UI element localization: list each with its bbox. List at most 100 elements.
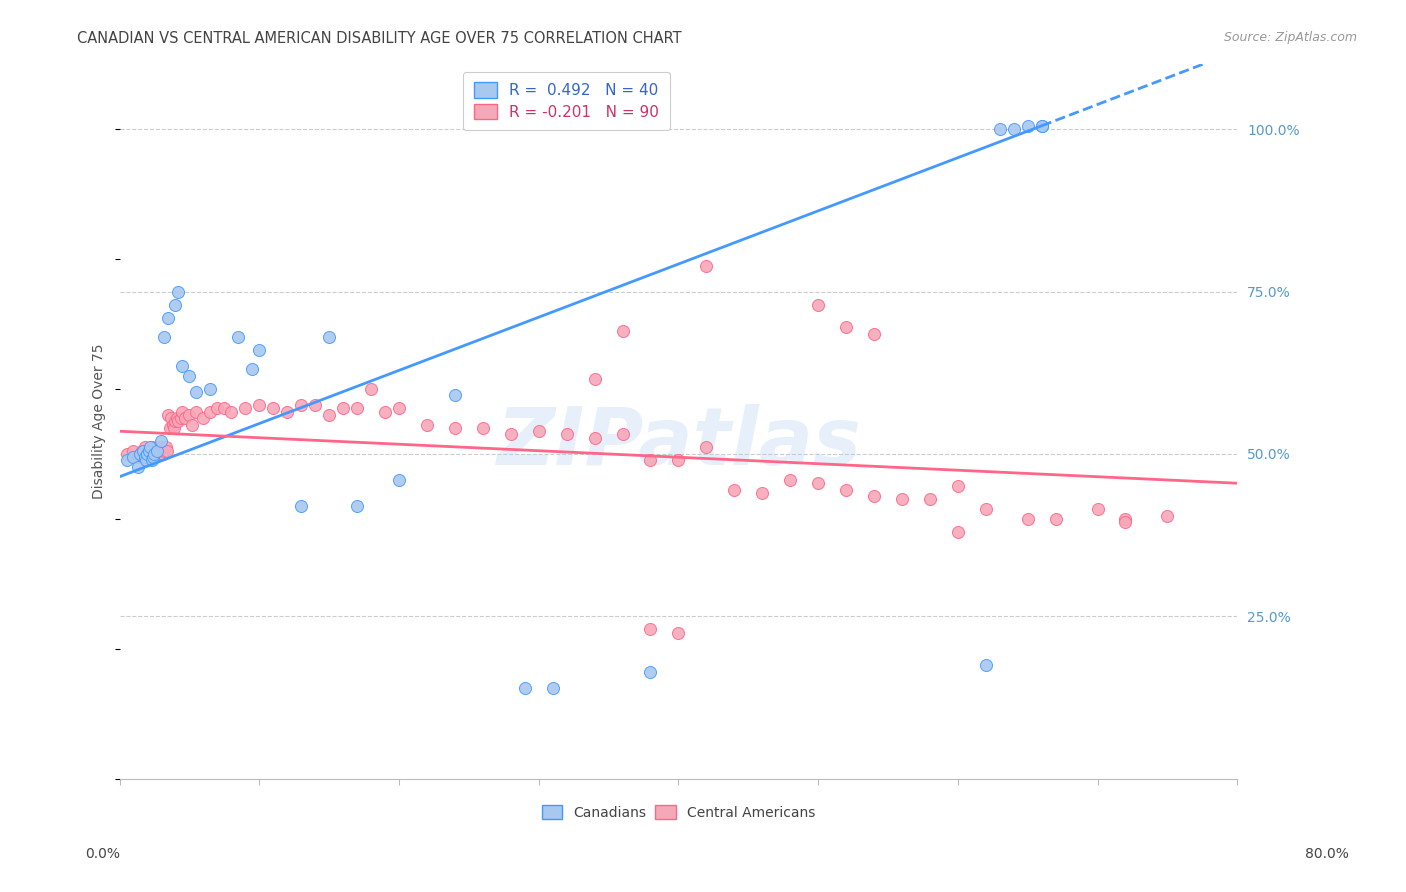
Point	[541, 681, 564, 695]
Point	[170, 411, 193, 425]
Point	[612, 324, 634, 338]
Point	[695, 259, 717, 273]
Point	[143, 447, 166, 461]
Point	[946, 524, 969, 539]
Point	[499, 427, 522, 442]
Point	[146, 441, 169, 455]
Point	[890, 492, 912, 507]
Point	[290, 398, 312, 412]
Point	[129, 447, 152, 461]
Point	[179, 408, 201, 422]
Point	[166, 411, 188, 425]
Point	[640, 623, 662, 637]
Point	[221, 405, 243, 419]
Point	[666, 625, 689, 640]
Point	[165, 297, 187, 311]
Y-axis label: Disability Age Over 75: Disability Age Over 75	[93, 343, 107, 500]
Point	[318, 408, 340, 422]
Point	[918, 492, 941, 507]
Point	[346, 401, 368, 416]
Point	[172, 405, 194, 419]
Point	[181, 417, 204, 432]
Point	[146, 443, 169, 458]
Point	[1017, 119, 1039, 133]
Point	[1114, 512, 1136, 526]
Point	[142, 443, 165, 458]
Text: 0.0%: 0.0%	[86, 847, 120, 861]
Point	[165, 415, 187, 429]
Point	[214, 401, 236, 416]
Point	[807, 297, 830, 311]
Point	[200, 382, 222, 396]
Point	[122, 450, 145, 465]
Point	[583, 372, 606, 386]
Point	[388, 401, 411, 416]
Point	[167, 415, 190, 429]
Point	[360, 382, 382, 396]
Point	[127, 460, 149, 475]
Point	[640, 453, 662, 467]
Text: CANADIAN VS CENTRAL AMERICAN DISABILITY AGE OVER 75 CORRELATION CHART: CANADIAN VS CENTRAL AMERICAN DISABILITY …	[77, 31, 682, 46]
Point	[807, 476, 830, 491]
Point	[152, 447, 174, 461]
Point	[527, 424, 550, 438]
Point	[138, 443, 160, 458]
Point	[304, 398, 326, 412]
Point	[583, 431, 606, 445]
Point	[1045, 512, 1067, 526]
Point	[193, 411, 215, 425]
Point	[751, 486, 773, 500]
Point	[779, 473, 801, 487]
Text: 80.0%: 80.0%	[1305, 847, 1350, 861]
Point	[513, 681, 536, 695]
Point	[167, 285, 190, 299]
Point	[835, 320, 858, 334]
Point	[835, 483, 858, 497]
Text: Source: ZipAtlas.com: Source: ZipAtlas.com	[1223, 31, 1357, 45]
Point	[233, 401, 256, 416]
Point	[141, 441, 163, 455]
Point	[131, 443, 153, 458]
Point	[444, 388, 467, 402]
Point	[172, 359, 194, 374]
Point	[247, 398, 270, 412]
Point	[186, 385, 208, 400]
Point	[471, 421, 494, 435]
Point	[346, 499, 368, 513]
Point	[388, 473, 411, 487]
Point	[159, 421, 181, 435]
Point	[141, 453, 163, 467]
Point	[174, 411, 197, 425]
Point	[127, 450, 149, 465]
Point	[1087, 502, 1109, 516]
Point	[157, 408, 180, 422]
Point	[115, 453, 138, 467]
Point	[226, 330, 249, 344]
Point	[318, 330, 340, 344]
Point	[1114, 515, 1136, 529]
Point	[136, 443, 159, 458]
Point	[160, 411, 183, 425]
Point	[974, 502, 997, 516]
Point	[115, 447, 138, 461]
Legend: Canadians, Central Americans: Canadians, Central Americans	[536, 799, 821, 826]
Point	[122, 443, 145, 458]
Point	[153, 443, 176, 458]
Point	[132, 447, 155, 461]
Point	[139, 441, 162, 455]
Point	[179, 369, 201, 384]
Point	[247, 343, 270, 357]
Point	[143, 447, 166, 461]
Point	[132, 443, 155, 458]
Point	[974, 658, 997, 673]
Point	[262, 401, 284, 416]
Point	[156, 443, 179, 458]
Point	[150, 441, 173, 455]
Point	[1017, 512, 1039, 526]
Point	[1002, 122, 1025, 136]
Point	[134, 441, 156, 455]
Point	[136, 447, 159, 461]
Point	[150, 434, 173, 448]
Point	[290, 499, 312, 513]
Point	[135, 450, 157, 465]
